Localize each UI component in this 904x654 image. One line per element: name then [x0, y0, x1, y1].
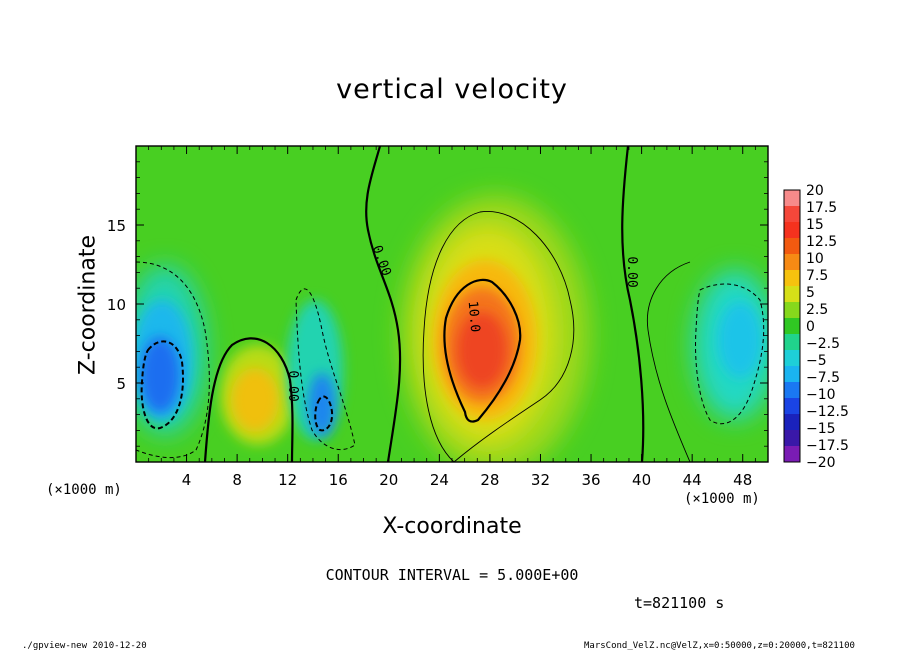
colorbar-swatch [784, 398, 800, 415]
y-axis-label: Z-coordinate [75, 235, 101, 375]
x-tick-label: 16 [329, 471, 348, 489]
colorbar-swatch [784, 318, 800, 335]
chart-title: vertical velocity [336, 74, 568, 105]
colorbar-tick-label: −15 [806, 421, 836, 437]
colorbar-tick-label: 12.5 [806, 234, 837, 250]
colorbar-swatch [784, 414, 800, 431]
contour-interval-label: CONTOUR INTERVAL = 5.000E+00 [325, 566, 579, 584]
contour-five-2 [646, 261, 691, 462]
colorbar-frame [783, 189, 801, 463]
time-label: t=821100 s [634, 594, 725, 612]
y-axis: 5 10 15 [107, 161, 768, 447]
contour-neg-5-1 [136, 261, 210, 459]
footer-left: ./gpview-new 2010-12-20 [22, 641, 147, 651]
contour-label: 10.0 [465, 300, 483, 333]
y-tick-label: 5 [116, 375, 126, 393]
contour-neg-10-1 [140, 340, 184, 430]
downdraft-core [140, 337, 180, 413]
colorbar-swatch [784, 238, 800, 255]
contour-neg-10-2 [314, 395, 334, 432]
y-tick-label: 15 [107, 217, 126, 235]
colorbar-swatch [784, 366, 800, 383]
colorbar-tick-label: 2.5 [806, 302, 828, 318]
contour-label: 0.00 [624, 256, 639, 287]
x-tick-label: 12 [278, 471, 297, 489]
colorbar-tick-label: 0 [806, 319, 815, 335]
colorbar-swatch [784, 190, 800, 207]
colorbar-swatch [784, 334, 800, 351]
contour-label: 0.00 [285, 370, 300, 401]
contour-five-1 [422, 211, 575, 462]
x-tick-label: 48 [733, 471, 752, 489]
colorbar-tick-label: −7.5 [806, 370, 840, 386]
colorbar-tick-label: 15 [806, 217, 824, 233]
small-updraft-core [231, 368, 279, 432]
x-tick-label: 32 [531, 471, 550, 489]
contour-neg-5-3 [695, 283, 765, 425]
contour-neg-5-2 [295, 288, 356, 450]
downdraft2-core [308, 373, 336, 437]
contour-zero-3 [203, 337, 294, 462]
colorbar-tick-label: 5 [806, 285, 815, 301]
colorbar-swatch [784, 302, 800, 319]
colorbar-tick-label: −2.5 [806, 336, 840, 352]
colorbar-tick-label: 20 [806, 183, 824, 199]
x-tick-label: 8 [232, 471, 242, 489]
heatmap-field [136, 146, 768, 462]
colorbar-tick-label: −10 [806, 387, 836, 403]
contour-ten [443, 278, 522, 423]
footer-right: MarsCond_VelZ.nc@VelZ,x=0:50000,z=0:2000… [584, 641, 855, 651]
colorbar-tick-label: −17.5 [806, 438, 849, 454]
colorbar-swatch [784, 270, 800, 287]
x-tick-label: 4 [182, 471, 192, 489]
x-unit-label-left: (×1000 m) [46, 482, 122, 498]
x-axis-label: X-coordinate [382, 514, 522, 539]
colorbar-swatch [784, 206, 800, 223]
x-tick-label: 28 [480, 471, 499, 489]
y-tick-label: 10 [107, 296, 126, 314]
contour-zero-1 [365, 146, 402, 462]
x-tick-label: 24 [430, 471, 449, 489]
colorbar-tick-label: −20 [806, 455, 836, 471]
contour-zero-2 [621, 146, 645, 462]
colorbar-swatch [784, 254, 800, 271]
downdraft3-core [718, 302, 762, 378]
updraft-core [457, 312, 507, 388]
contour-lines [136, 146, 765, 462]
colorbar-tick-label: −5 [806, 353, 827, 369]
x-unit-label-right: (×1000 m) [684, 491, 760, 507]
x-axis: 4 8 12 16 20 24 28 32 36 40 44 48 [148, 146, 756, 489]
x-tick-label: 44 [683, 471, 702, 489]
colorbar: 2017.51512.5107.552.50−2.5−5−7.5−10−12.5… [783, 183, 849, 471]
colorbar-swatch [784, 350, 800, 367]
colorbar-tick-label: 17.5 [806, 200, 837, 216]
colorbar-tick-label: −12.5 [806, 404, 849, 420]
colorbar-swatch [784, 286, 800, 303]
x-tick-label: 20 [379, 471, 398, 489]
colorbar-swatch [784, 430, 800, 447]
colorbar-swatch [784, 222, 800, 239]
colorbar-tick-label: 7.5 [806, 268, 828, 284]
x-tick-label: 36 [581, 471, 600, 489]
colorbar-swatch [784, 382, 800, 399]
colorbar-tick-label: 10 [806, 251, 824, 267]
colorbar-swatch [784, 446, 800, 463]
x-tick-label: 40 [632, 471, 651, 489]
